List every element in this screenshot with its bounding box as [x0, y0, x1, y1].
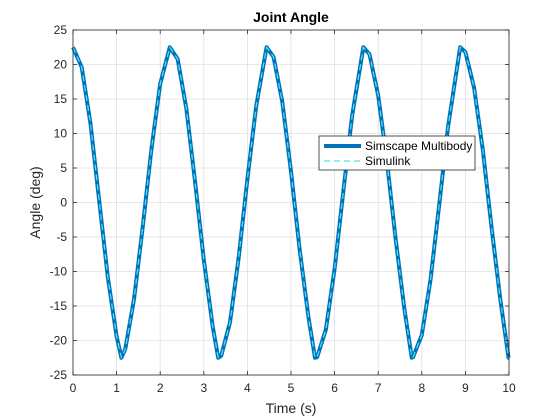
x-tick-label: 4 [244, 381, 251, 395]
x-tick-label: 2 [157, 381, 164, 395]
y-tick-label: -5 [56, 230, 67, 244]
x-tick-label: 8 [418, 381, 425, 395]
x-tick-label: 1 [113, 381, 120, 395]
y-tick-label: -10 [50, 265, 68, 279]
series-line-simulink [72, 46, 510, 359]
y-tick-label: 5 [60, 161, 67, 175]
x-tick-label: 0 [70, 381, 77, 395]
x-tick-label: 5 [288, 381, 295, 395]
y-tick-label: 0 [60, 196, 67, 210]
y-axis-label: Angle (deg) [27, 166, 43, 238]
chart-title: Joint Angle [253, 9, 329, 25]
x-tick-label: 7 [375, 381, 382, 395]
series-layer [71, 45, 511, 360]
x-tick-label: 6 [331, 381, 338, 395]
x-axis-label: Time (s) [266, 400, 317, 416]
y-tick-label: 15 [54, 92, 68, 106]
legend-box [318, 135, 476, 171]
legend-label-simulink: Simulink [365, 154, 411, 168]
legend: Simscape Multibody Simulink [318, 135, 476, 171]
x-tick-label: 10 [502, 381, 516, 395]
y-tick-label: -25 [50, 368, 68, 382]
y-tick-label: 10 [54, 127, 68, 141]
y-tick-label: 20 [54, 58, 68, 72]
legend-label-simscape: Simscape Multibody [365, 139, 472, 153]
y-tick-label: 25 [54, 23, 68, 37]
x-tick-label: 9 [462, 381, 469, 395]
axis-ticks: 0 1 2 3 4 5 6 7 8 9 10 -25 -20 -15 -10 -5 0 5 10 15 20 25 [50, 23, 516, 395]
y-tick-label: -15 [50, 299, 68, 313]
x-tick-label: 3 [200, 381, 207, 395]
y-tick-label: -20 [50, 334, 68, 348]
